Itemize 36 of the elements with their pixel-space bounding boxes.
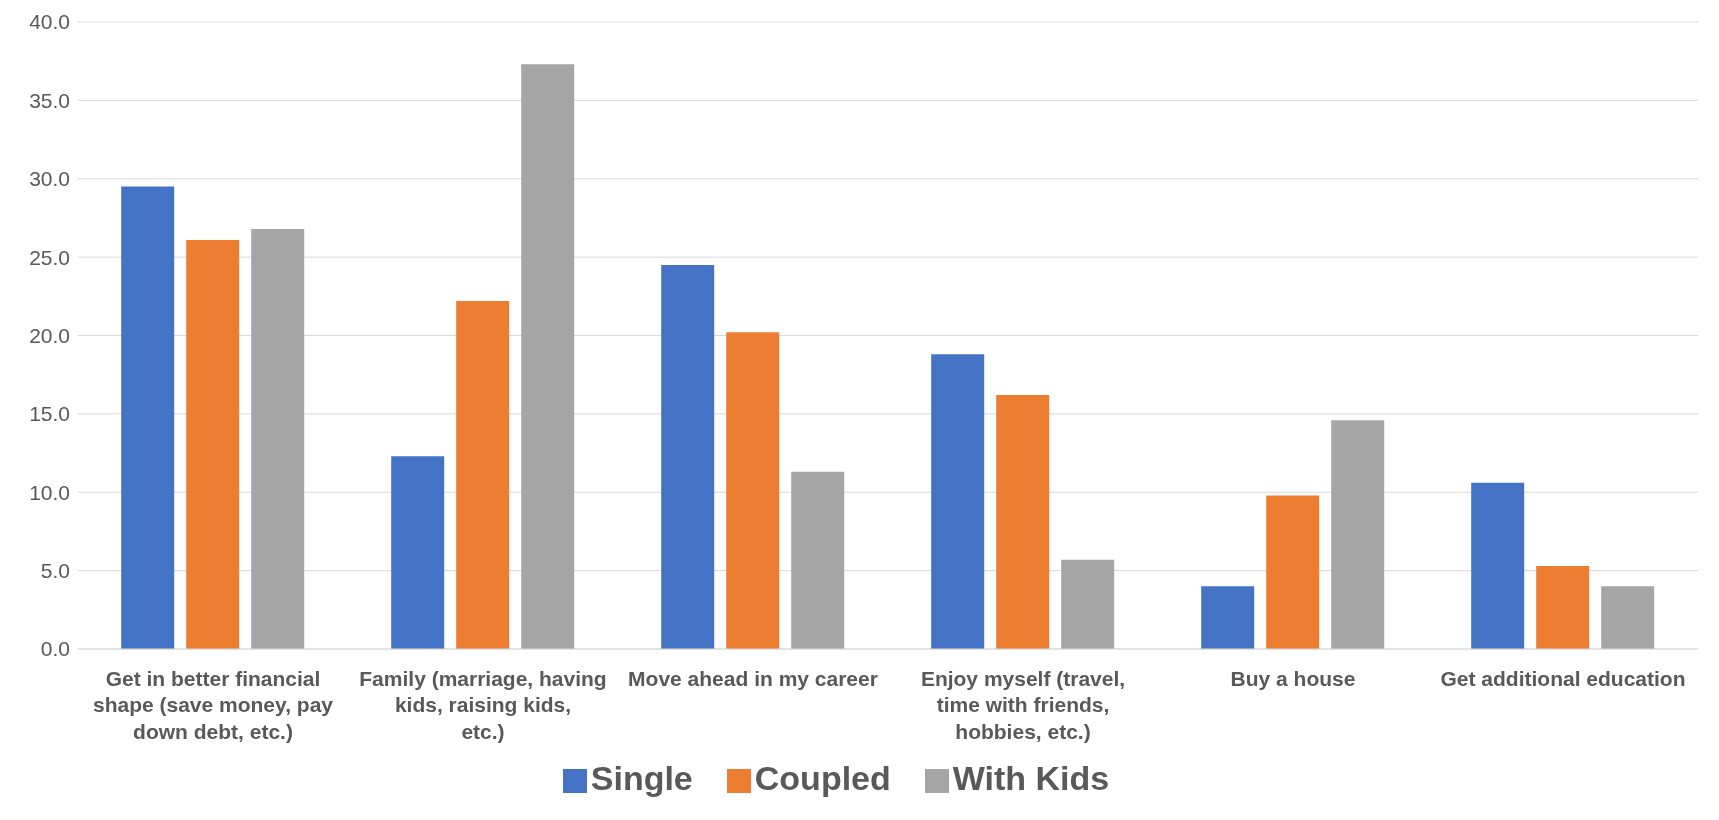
y-tick-label: 15.0 (29, 402, 70, 426)
bar (996, 395, 1050, 649)
bar (391, 456, 445, 649)
bar (791, 471, 845, 649)
bar (521, 64, 575, 649)
x-tick-label: Move ahead in my career (628, 667, 878, 690)
bar (251, 228, 305, 649)
bar (661, 264, 715, 649)
bar (1536, 565, 1590, 649)
legend-label: Coupled (754, 759, 891, 797)
y-tick-label: 30.0 (29, 167, 70, 191)
bar (121, 186, 175, 649)
bar (1471, 482, 1525, 649)
y-tick-label: 35.0 (29, 88, 70, 112)
x-tick-label: Get additional education (1440, 667, 1686, 690)
legend-label: Single (590, 759, 693, 797)
y-tick-label: 0.0 (40, 637, 70, 661)
bar (1331, 420, 1385, 649)
x-tick-label: Buy a house (1230, 667, 1356, 690)
bar (186, 239, 240, 649)
y-tick-label: 5.0 (40, 559, 70, 583)
bar (1061, 559, 1115, 649)
y-tick-label: 25.0 (29, 245, 70, 269)
bar (1266, 495, 1320, 649)
bar (1201, 586, 1255, 649)
bar (456, 301, 510, 649)
bar (726, 332, 780, 649)
y-tick-label: 10.0 (29, 480, 70, 504)
y-tick-label: 20.0 (29, 323, 70, 347)
bar (1601, 586, 1655, 649)
y-tick-label: 40.0 (29, 10, 70, 34)
x-tick-label: Get in better financial shape (save money, pay down debt, etc.) (92, 667, 334, 743)
x-tick-label: Family (marriage, having kids, raising kids, etc.) (359, 667, 607, 743)
x-tick-label: Enjoy myself (travel, time with friends, hobbies, etc.) (920, 667, 1126, 743)
legend-label: With Kids (952, 759, 1110, 797)
bar (931, 354, 985, 649)
